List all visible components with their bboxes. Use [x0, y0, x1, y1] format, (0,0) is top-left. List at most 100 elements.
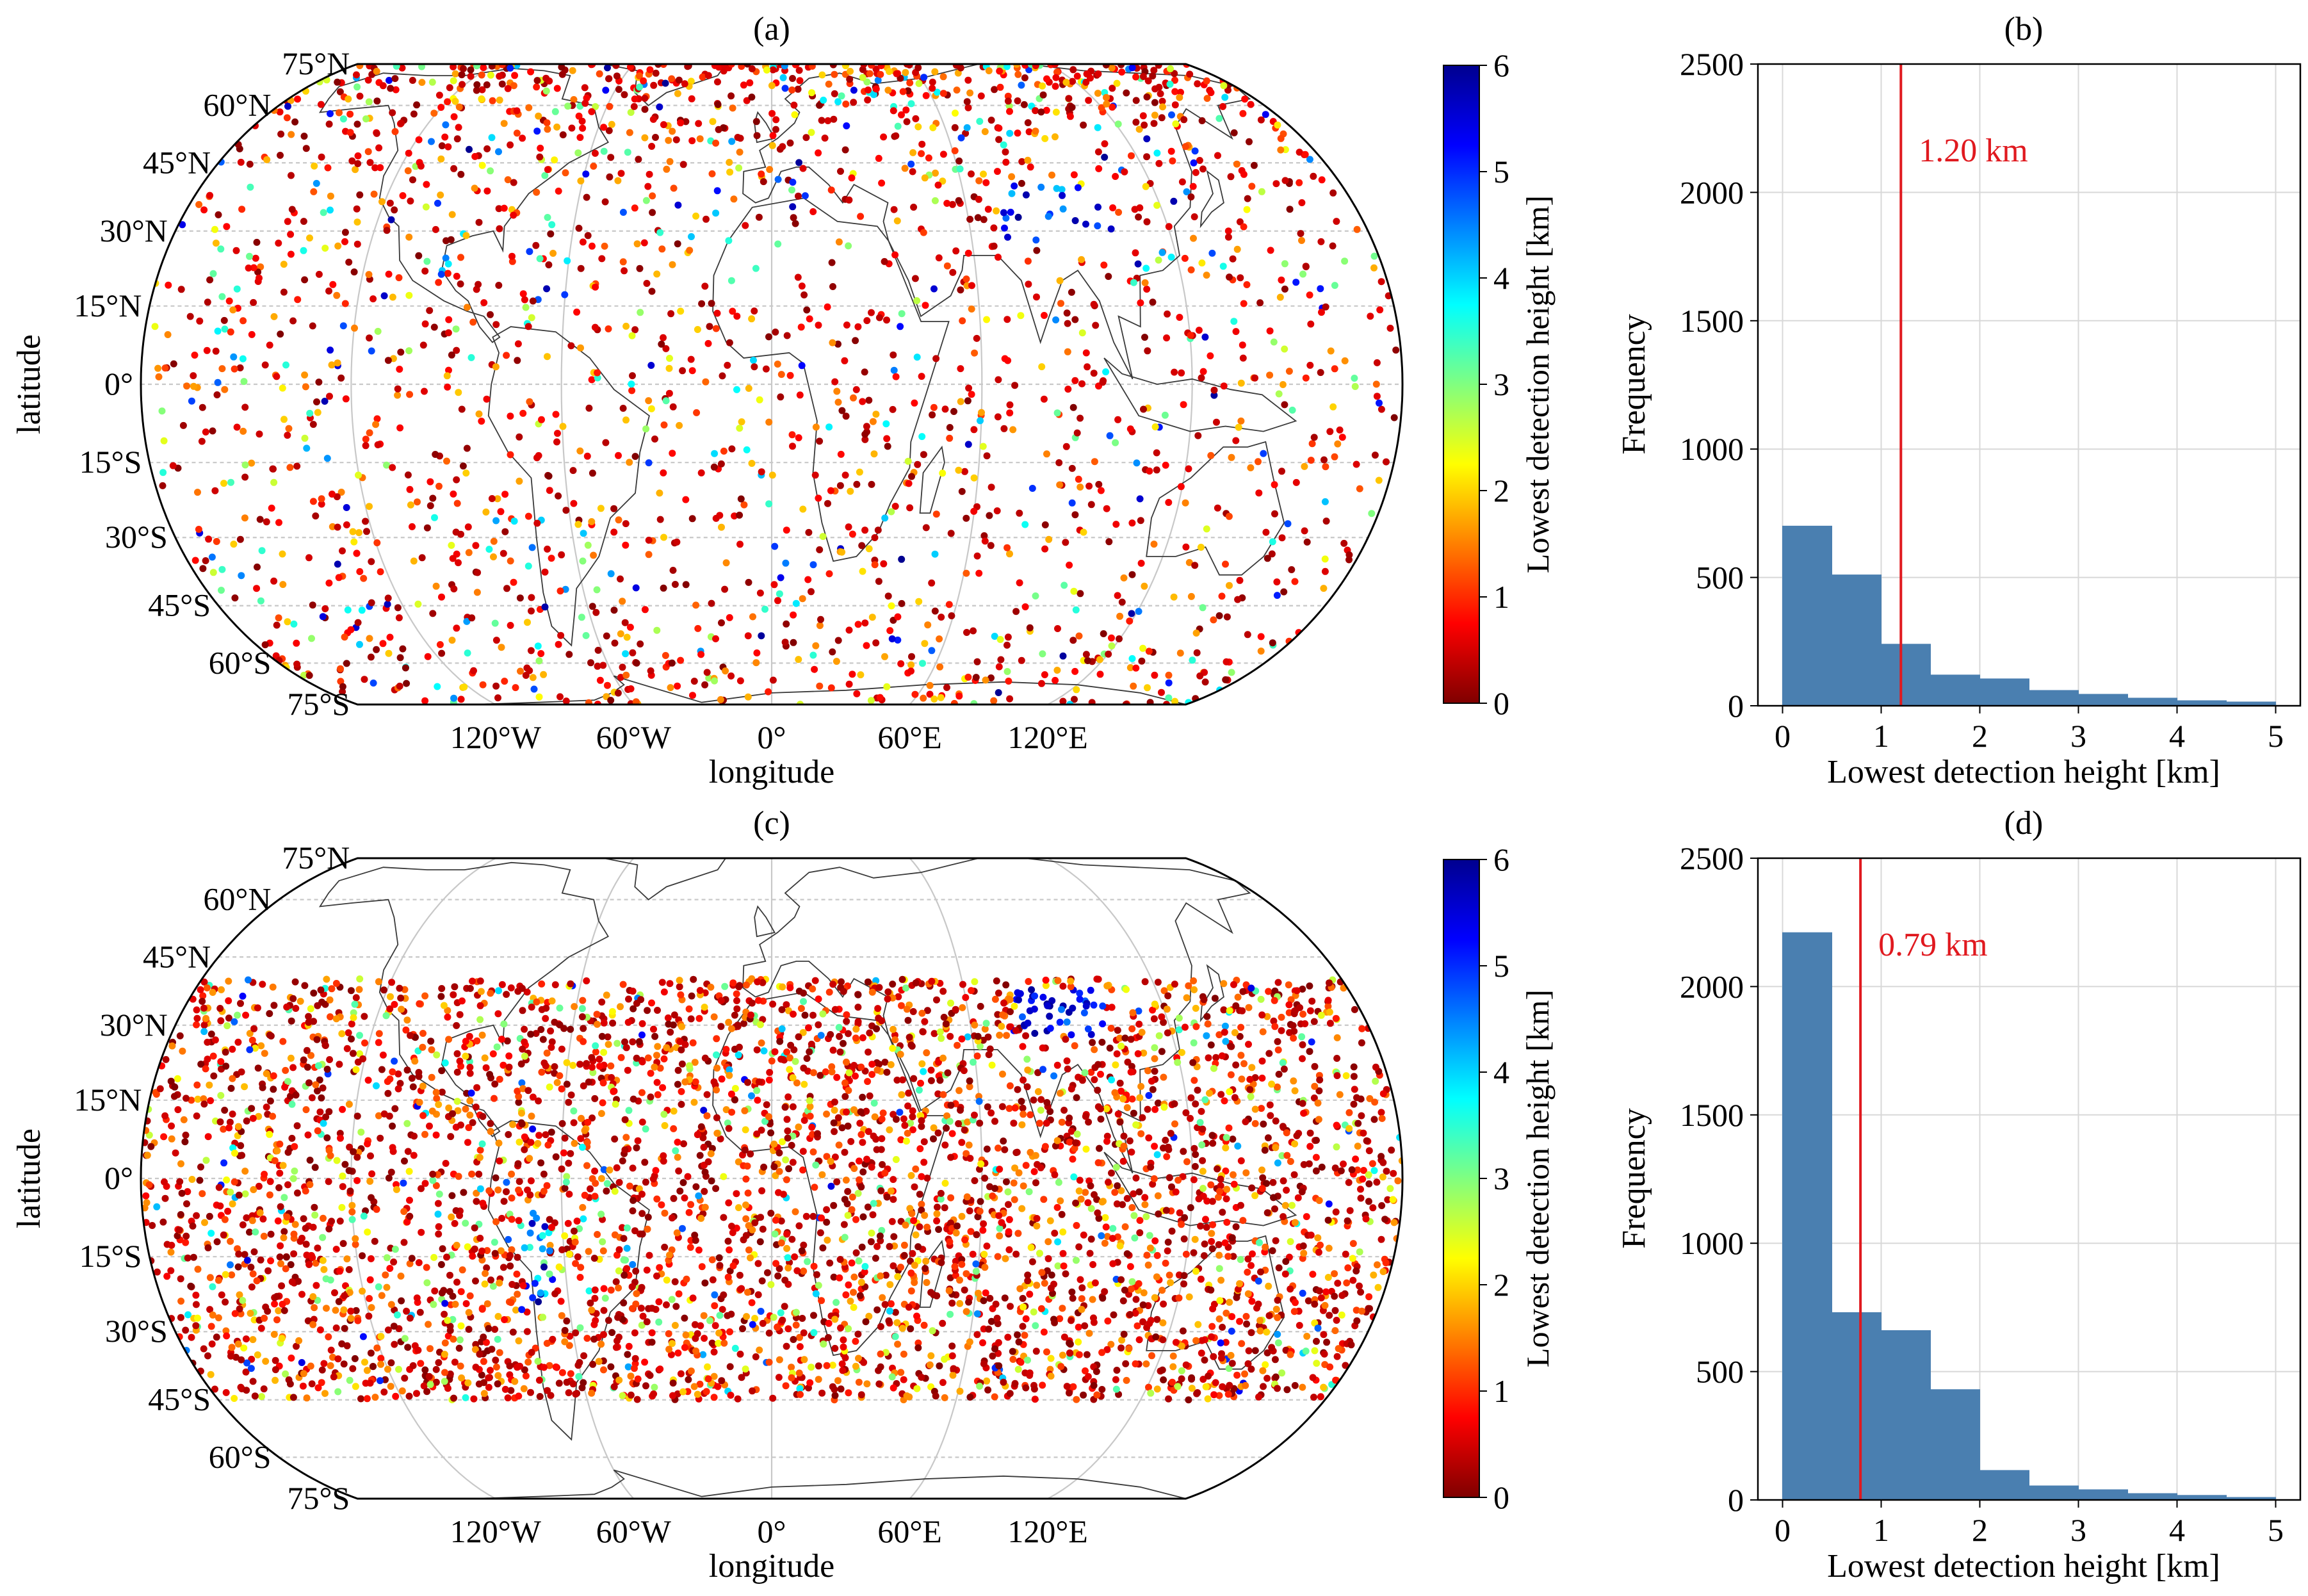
scatter-point: [1342, 357, 1349, 364]
scatter-point: [987, 542, 995, 549]
scatter-point: [386, 650, 393, 657]
scatter-point: [520, 290, 527, 297]
scatter-point: [1267, 247, 1274, 254]
scatter-point: [889, 635, 896, 642]
scatter-point: [691, 1383, 698, 1390]
scatter-point: [619, 664, 626, 671]
scatter-point: [715, 126, 722, 133]
latitude-tick-label: 75°S: [287, 686, 350, 722]
scatter-point: [1121, 168, 1128, 175]
scatter-point: [1192, 147, 1199, 154]
scatter-point: [435, 1359, 442, 1366]
scatter-point: [1108, 635, 1115, 642]
scatter-point: [831, 1098, 838, 1105]
scatter-point: [663, 397, 670, 404]
scatter-point: [838, 92, 845, 99]
scatter-point: [376, 1030, 383, 1037]
scatter-point: [918, 141, 925, 148]
scatter-point: [768, 110, 776, 117]
scatter-point: [500, 550, 507, 557]
scatter-point: [1021, 74, 1028, 81]
scatter-point: [282, 1371, 289, 1378]
scatter-point: [1091, 370, 1098, 377]
scatter-point: [396, 614, 403, 621]
scatter-point: [462, 1105, 469, 1112]
scatter-point: [1151, 1175, 1158, 1182]
scatter-point: [681, 80, 688, 87]
scatter-point: [797, 1391, 804, 1398]
scatter-point: [442, 1059, 449, 1066]
scatter-point: [466, 146, 473, 153]
scatter-point: [881, 514, 888, 521]
scatter-point: [674, 1081, 681, 1088]
scatter-point: [602, 199, 609, 206]
scatter-point: [971, 978, 978, 985]
scatter-point: [1191, 213, 1198, 220]
scatter-point: [1352, 383, 1359, 390]
scatter-point: [583, 632, 590, 639]
scatter-point: [394, 604, 402, 611]
scatter-point: [1210, 1353, 1217, 1360]
scatter-point: [398, 1298, 405, 1305]
scatter-point: [1392, 346, 1399, 354]
scatter-point: [500, 1020, 507, 1027]
scatter-point: [622, 1134, 630, 1141]
scatter-point: [1231, 129, 1238, 136]
scatter-point: [1275, 1339, 1282, 1346]
scatter-point: [1265, 1134, 1272, 1141]
scatter-point: [964, 124, 971, 131]
scatter-point: [728, 138, 735, 145]
scatter-point: [1168, 111, 1175, 118]
scatter-point: [949, 269, 956, 276]
scatter-point: [880, 1109, 887, 1116]
scatter-point: [763, 366, 770, 373]
scatter-point: [362, 436, 370, 443]
scatter-point: [501, 205, 508, 212]
scatter-point: [1285, 520, 1292, 527]
scatter-point: [835, 1114, 842, 1121]
scatter-point: [368, 654, 375, 661]
scatter-point: [980, 443, 987, 450]
scatter-point: [391, 206, 398, 213]
scatter-point: [1042, 521, 1049, 528]
scatter-point: [1286, 368, 1293, 375]
scatter-point: [765, 688, 772, 696]
scatter-point: [300, 1215, 307, 1222]
scatter-point: [1119, 599, 1126, 606]
scatter-point: [815, 149, 822, 156]
colorbar-a-label: Lowest detection height [km]: [1520, 195, 1556, 573]
scatter-point: [786, 984, 793, 991]
scatter-point: [339, 548, 346, 555]
scatter-point: [612, 640, 619, 647]
scatter-point: [1043, 450, 1050, 457]
scatter-point: [1091, 1076, 1098, 1083]
scatter-point: [1322, 498, 1329, 505]
scatter-point: [448, 542, 455, 549]
scatter-point: [589, 603, 596, 610]
scatter-point: [571, 1003, 578, 1010]
scatter-point: [998, 1023, 1005, 1030]
scatter-point: [968, 391, 975, 398]
scatter-point: [476, 411, 483, 418]
scatter-point: [1216, 1315, 1223, 1323]
scatter-point: [1271, 481, 1278, 488]
scatter-point: [635, 156, 642, 163]
scatter-point: [184, 1311, 191, 1318]
scatter-point: [614, 72, 621, 79]
scatter-point: [1370, 265, 1377, 272]
scatter-point: [1207, 352, 1214, 359]
scatter-point: [271, 1331, 278, 1338]
scatter-point: [349, 1365, 356, 1372]
scatter-point: [701, 1004, 708, 1011]
scatter-point: [576, 448, 583, 455]
scatter-point: [856, 1177, 863, 1184]
scatter-point: [1321, 1351, 1328, 1358]
scatter-point: [1296, 1322, 1303, 1329]
scatter-point: [455, 389, 462, 396]
scatter-point: [868, 61, 875, 69]
scatter-point: [1144, 1067, 1151, 1074]
scatter-point: [1053, 109, 1060, 116]
scatter-point: [1067, 113, 1074, 120]
scatter-point: [947, 1033, 954, 1040]
scatter-point: [394, 1312, 401, 1319]
